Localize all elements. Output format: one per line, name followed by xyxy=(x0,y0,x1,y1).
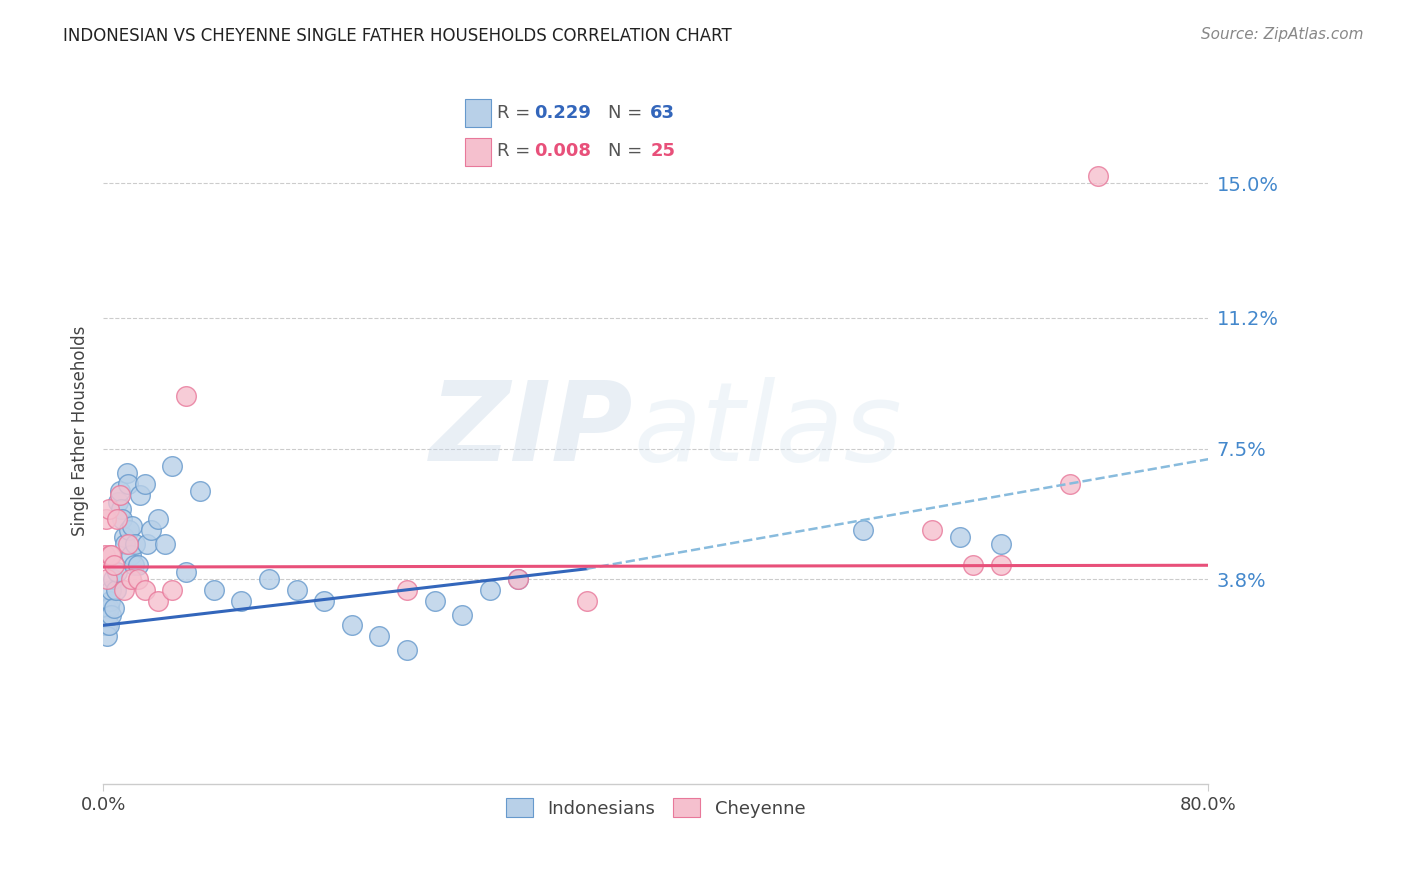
Point xyxy=(948,530,970,544)
Point xyxy=(148,512,170,526)
Point xyxy=(104,582,127,597)
Point xyxy=(134,582,156,597)
Point xyxy=(852,523,875,537)
Point xyxy=(395,643,418,657)
Point xyxy=(368,629,391,643)
Point xyxy=(127,573,149,587)
Point xyxy=(112,530,135,544)
Point xyxy=(314,593,336,607)
Point xyxy=(96,618,118,632)
Point xyxy=(105,512,128,526)
Point xyxy=(94,600,117,615)
Point xyxy=(108,483,131,498)
Point xyxy=(110,501,132,516)
Point xyxy=(136,537,159,551)
Point xyxy=(94,607,117,622)
Point xyxy=(506,573,529,587)
Point xyxy=(117,537,139,551)
Point xyxy=(174,388,197,402)
Point xyxy=(575,593,598,607)
Point xyxy=(202,582,225,597)
Point xyxy=(93,548,115,562)
Point xyxy=(257,573,280,587)
Point xyxy=(1059,477,1081,491)
Point xyxy=(94,512,117,526)
Point xyxy=(115,467,138,481)
Point xyxy=(107,494,129,508)
Point xyxy=(160,582,183,597)
Point xyxy=(423,593,446,607)
Point xyxy=(105,566,128,580)
Point xyxy=(141,523,163,537)
Point xyxy=(100,582,122,597)
Point xyxy=(120,548,142,562)
Point xyxy=(990,537,1012,551)
Point xyxy=(108,487,131,501)
Point xyxy=(97,607,120,622)
Point xyxy=(231,593,253,607)
Text: ZIP: ZIP xyxy=(430,377,634,484)
Point xyxy=(93,618,115,632)
Point xyxy=(112,582,135,597)
Point xyxy=(97,600,120,615)
Point xyxy=(285,582,308,597)
Point xyxy=(148,593,170,607)
Point xyxy=(97,501,120,516)
Text: INDONESIAN VS CHEYENNE SINGLE FATHER HOUSEHOLDS CORRELATION CHART: INDONESIAN VS CHEYENNE SINGLE FATHER HOU… xyxy=(63,27,733,45)
Point xyxy=(100,607,122,622)
Point xyxy=(124,537,146,551)
Point xyxy=(96,629,118,643)
Point xyxy=(96,573,118,587)
Legend: Indonesians, Cheyenne: Indonesians, Cheyenne xyxy=(499,791,813,825)
Point xyxy=(98,618,121,632)
Point xyxy=(100,548,122,562)
Point xyxy=(990,558,1012,573)
Point xyxy=(395,582,418,597)
Point xyxy=(962,558,984,573)
Point xyxy=(101,573,124,587)
Point xyxy=(921,523,943,537)
Point xyxy=(160,459,183,474)
Point xyxy=(111,512,134,526)
Point xyxy=(114,537,136,551)
Point xyxy=(103,600,125,615)
Point xyxy=(451,607,474,622)
Point xyxy=(340,618,363,632)
Point xyxy=(127,558,149,573)
Point xyxy=(117,477,139,491)
Point xyxy=(120,573,142,587)
Point xyxy=(155,537,177,551)
Point xyxy=(478,582,501,597)
Point xyxy=(1087,169,1109,184)
Point xyxy=(98,593,121,607)
Y-axis label: Single Father Households: Single Father Households xyxy=(72,326,89,536)
Text: Source: ZipAtlas.com: Source: ZipAtlas.com xyxy=(1201,27,1364,42)
Point xyxy=(103,558,125,573)
Point xyxy=(98,548,121,562)
Point xyxy=(188,483,211,498)
Point xyxy=(129,487,152,501)
Point xyxy=(134,477,156,491)
Point xyxy=(122,558,145,573)
Point xyxy=(506,573,529,587)
Point xyxy=(118,523,141,537)
Text: atlas: atlas xyxy=(634,377,903,484)
Point xyxy=(121,519,143,533)
Point xyxy=(174,566,197,580)
